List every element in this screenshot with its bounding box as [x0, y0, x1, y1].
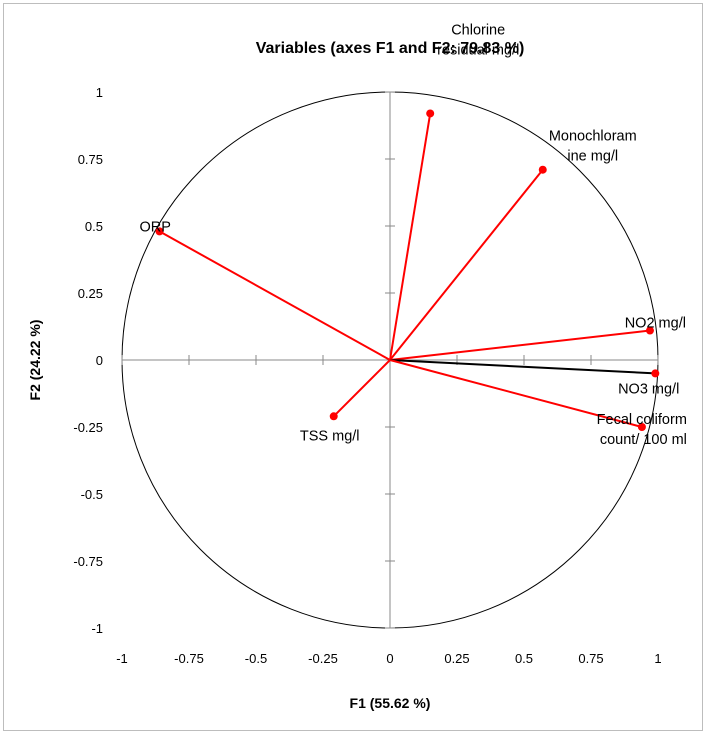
variable-label-line: ine mg/l: [567, 149, 618, 165]
variable-point: [155, 227, 164, 236]
y-tick-label: 0: [96, 353, 103, 368]
y-tick-label: -0.25: [73, 420, 103, 435]
variable-label: Fecal coliform count/ 100 ml: [597, 412, 687, 448]
x-tick-label: 0.75: [578, 651, 603, 666]
x-tick-label: 0.5: [515, 651, 533, 666]
y-tick-label: -0.75: [73, 554, 103, 569]
variable-point: [538, 165, 547, 174]
chart-frame: [3, 3, 703, 731]
y-tick-label: 1: [96, 85, 103, 100]
variable-label-line: Chlorine: [451, 22, 505, 38]
y-tick-label: 0.25: [78, 286, 103, 301]
vector-line: [159, 230, 391, 361]
plot-area: -1 -0.75 -0.5 -0.25 0 0.25 0.5 0.75 1 1 0.75 0.5 0.2…: [73, 22, 687, 666]
y-tick-label: 0.75: [78, 152, 103, 167]
x-tick-label: -1: [116, 651, 128, 666]
x-tick-label: 0.25: [444, 651, 469, 666]
vector-line: [389, 359, 656, 375]
variable-label-line: ORP: [140, 219, 171, 235]
variable-label: ORP: [140, 219, 171, 235]
vector-line: [389, 329, 651, 361]
variable-label: TSS mg/l: [300, 428, 360, 444]
vector-line: [389, 359, 643, 428]
y-axis-title: F2 (24.22 %): [27, 320, 43, 401]
variable-point: [637, 423, 646, 431]
variable-label-line: Monochloram: [549, 129, 637, 145]
variable-point: [329, 412, 338, 421]
variable-label-line: residual mg/l: [437, 42, 519, 58]
variable-label-line: TSS mg/l: [300, 428, 360, 444]
y-tick-label: -1: [91, 621, 103, 636]
variable-label-line: NO3 mg/l: [618, 381, 679, 397]
variable-label: NO2 mg/l: [625, 316, 686, 332]
x-axis-title: F1 (55.62 %): [350, 695, 431, 711]
variable-label-line: Fecal coliform: [597, 412, 687, 428]
variable-point: [651, 369, 660, 378]
variable-label: Chlorine residual mg/l: [437, 22, 519, 58]
x-tick-label: 1: [654, 651, 661, 666]
x-tick-label: 0: [386, 651, 393, 666]
variable-label: Monochloram ine mg/l: [549, 129, 637, 165]
variable-point: [426, 109, 435, 118]
variable-label: NO3 mg/l: [618, 381, 679, 397]
x-tick-label: -0.75: [174, 651, 204, 666]
x-tick-label: -0.5: [245, 651, 267, 666]
vector-line: [333, 359, 391, 417]
variable-point: [645, 326, 654, 335]
vector-line: [389, 169, 544, 361]
variable-label-line: NO2 mg/l: [625, 316, 686, 332]
chart-title: Variables (axes F1 and F2: 79.83 %): [256, 40, 525, 57]
variable-label-line: count/ 100 ml: [600, 432, 687, 448]
x-tick-label: -0.25: [308, 651, 338, 666]
y-tick-label: 0.5: [85, 219, 103, 234]
vector-line: [389, 113, 432, 361]
y-tick-label: -0.5: [81, 487, 103, 502]
